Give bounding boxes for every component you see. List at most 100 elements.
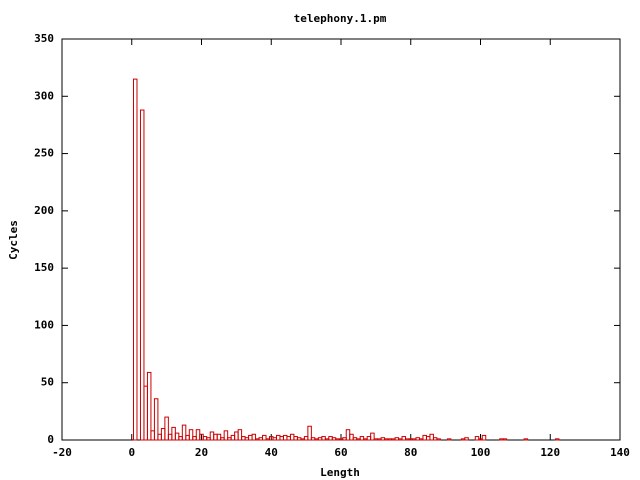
bar bbox=[429, 433, 434, 441]
bar bbox=[209, 431, 215, 441]
bar bbox=[272, 437, 277, 441]
bar bbox=[307, 425, 312, 441]
bar bbox=[213, 433, 218, 441]
bar bbox=[377, 438, 382, 441]
bar bbox=[160, 428, 166, 441]
bar bbox=[523, 438, 529, 441]
bar bbox=[349, 433, 354, 441]
y-tick-label: 250 bbox=[34, 147, 54, 160]
bar bbox=[481, 434, 487, 441]
bar bbox=[342, 437, 347, 441]
bar bbox=[422, 434, 427, 441]
bar bbox=[192, 436, 197, 441]
bar bbox=[384, 438, 389, 441]
x-tick-label: 100 bbox=[471, 446, 491, 459]
bar bbox=[363, 438, 368, 441]
bar bbox=[366, 436, 372, 441]
bar bbox=[132, 78, 138, 441]
bar bbox=[258, 437, 264, 441]
bar bbox=[244, 437, 250, 441]
bar bbox=[321, 436, 326, 441]
chart-title: telephony.1.pm bbox=[294, 12, 387, 25]
x-tick-label: -20 bbox=[52, 446, 72, 459]
bar bbox=[220, 437, 225, 441]
bar bbox=[370, 432, 375, 441]
y-tick-label: 300 bbox=[34, 89, 54, 102]
bar bbox=[206, 437, 211, 441]
bar bbox=[262, 434, 267, 441]
bar bbox=[303, 436, 309, 441]
bar bbox=[143, 385, 148, 441]
bar bbox=[279, 436, 284, 441]
bar bbox=[195, 429, 201, 441]
bar bbox=[185, 434, 190, 441]
bar bbox=[296, 437, 302, 441]
bar bbox=[317, 437, 323, 441]
bar bbox=[171, 426, 176, 441]
bar bbox=[345, 429, 351, 441]
bar bbox=[405, 438, 410, 441]
bar bbox=[223, 430, 229, 441]
bar bbox=[314, 438, 319, 441]
bar bbox=[554, 438, 560, 441]
bar bbox=[157, 433, 162, 441]
bar bbox=[275, 434, 281, 441]
bar bbox=[391, 438, 396, 441]
x-tick-label: 140 bbox=[610, 446, 630, 459]
bar bbox=[216, 433, 222, 441]
bar bbox=[251, 433, 257, 441]
bar bbox=[146, 371, 152, 441]
bar bbox=[324, 438, 330, 441]
bar bbox=[394, 437, 400, 441]
x-tick-label: 20 bbox=[195, 446, 208, 459]
x-axis-label: Length bbox=[320, 466, 360, 479]
bar bbox=[293, 436, 298, 441]
bar bbox=[310, 437, 316, 441]
bar bbox=[436, 438, 441, 441]
bar bbox=[418, 438, 424, 441]
bar bbox=[300, 438, 305, 441]
y-tick-label: 0 bbox=[47, 433, 54, 446]
x-tick-label: 80 bbox=[404, 446, 417, 459]
bar bbox=[150, 430, 155, 441]
bar bbox=[398, 438, 403, 441]
bar bbox=[202, 436, 208, 441]
bar bbox=[153, 398, 159, 441]
bar bbox=[474, 436, 480, 441]
y-tick-label: 50 bbox=[41, 376, 54, 389]
bar bbox=[164, 416, 169, 441]
bar bbox=[335, 438, 340, 441]
bar bbox=[464, 437, 469, 441]
bar bbox=[352, 437, 358, 441]
bar bbox=[167, 433, 173, 441]
bar bbox=[446, 438, 452, 441]
bar bbox=[289, 433, 295, 441]
bar bbox=[415, 437, 420, 441]
bar bbox=[425, 436, 431, 441]
bar bbox=[181, 424, 187, 441]
bar bbox=[237, 429, 243, 441]
bar bbox=[282, 434, 288, 441]
x-tick-label: 0 bbox=[128, 446, 135, 459]
bar bbox=[188, 429, 194, 441]
y-axis-label: Cycles bbox=[7, 220, 20, 260]
bar bbox=[265, 438, 271, 441]
bar bbox=[387, 438, 393, 441]
bar bbox=[230, 434, 236, 441]
bar bbox=[328, 436, 333, 441]
bar bbox=[234, 431, 239, 441]
y-tick-label: 150 bbox=[34, 261, 54, 274]
bar bbox=[380, 437, 386, 441]
bar bbox=[248, 434, 253, 441]
bar bbox=[178, 436, 183, 441]
bar bbox=[356, 438, 361, 441]
plot-frame bbox=[61, 38, 621, 441]
x-tick-label: 40 bbox=[265, 446, 278, 459]
y-tick-label: 200 bbox=[34, 204, 54, 217]
bar bbox=[174, 432, 180, 441]
bar bbox=[401, 436, 407, 441]
bar bbox=[432, 437, 438, 441]
bar bbox=[255, 438, 260, 441]
bar bbox=[331, 437, 337, 441]
